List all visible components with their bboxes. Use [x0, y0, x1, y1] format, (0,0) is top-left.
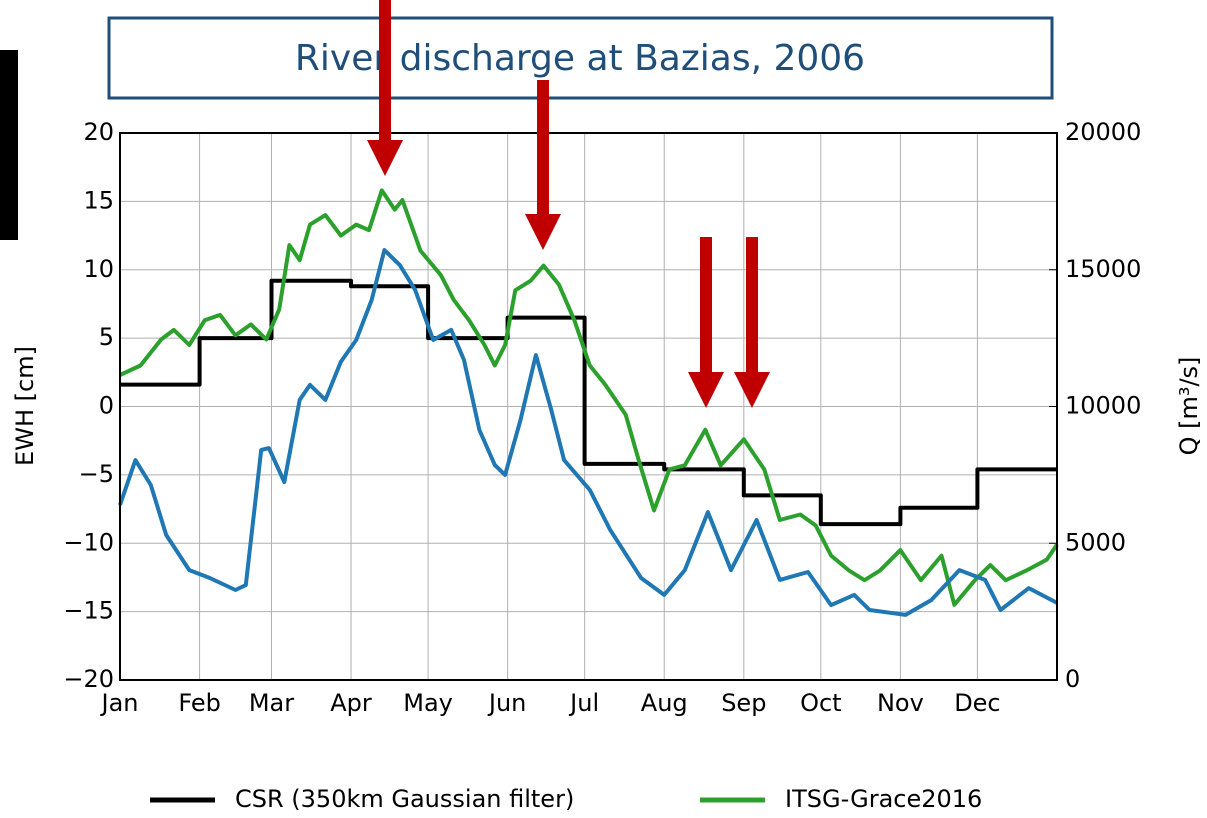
- y-tick-label: −15: [63, 597, 114, 625]
- x-tick-label: Jan: [100, 689, 139, 717]
- arrow: [379, 0, 391, 142]
- y-tick-label: 5: [99, 323, 114, 351]
- x-tick-label: Jun: [487, 689, 527, 717]
- x-tick-label: Nov: [877, 689, 924, 717]
- x-tick-label: Aug: [641, 689, 688, 717]
- x-tick-label: Dec: [954, 689, 1000, 717]
- y-tick-label: 0: [99, 392, 114, 420]
- series-line: [118, 248, 1058, 617]
- series-line: [120, 278, 1057, 527]
- y-axis-label: EWH [cm]: [11, 346, 39, 466]
- y-tick-label: −20: [63, 665, 114, 693]
- y-tick-label: 10: [83, 255, 114, 283]
- y-tick-label: −10: [63, 528, 114, 556]
- arrow: [537, 80, 549, 216]
- legend-label: CSR (350km Gaussian filter): [235, 785, 574, 813]
- plot-frame: [119, 132, 1058, 681]
- y-tick-label: 15: [83, 186, 114, 214]
- y2-tick-label: 20000: [1065, 118, 1141, 146]
- arrow: [367, 140, 403, 176]
- legend-label: ITSG-Grace2016: [785, 785, 982, 813]
- x-tick-label: May: [403, 689, 453, 717]
- y2-axis-label: Q [m³/s]: [1175, 357, 1203, 456]
- x-tick-label: Mar: [249, 689, 294, 717]
- x-tick-label: Sep: [721, 689, 766, 717]
- arrow: [746, 237, 758, 373]
- x-tick-label: Oct: [800, 689, 842, 717]
- y-tick-label: −5: [79, 460, 114, 488]
- arrow: [700, 237, 712, 373]
- title-box: [107, 16, 1054, 100]
- y2-tick-label: 0: [1065, 665, 1080, 693]
- x-tick-label: Jul: [568, 689, 599, 717]
- x-tick-label: Feb: [178, 689, 221, 717]
- y2-tick-label: 5000: [1065, 528, 1126, 556]
- arrow: [688, 372, 724, 408]
- series-line: [119, 188, 1059, 607]
- x-tick-label: Apr: [330, 689, 372, 717]
- arrow: [734, 372, 770, 408]
- arrows: [367, 0, 770, 408]
- arrow: [525, 214, 561, 250]
- cropped-image: [0, 50, 18, 240]
- y2-tick-label: 10000: [1065, 392, 1141, 420]
- y2-tick-label: 15000: [1065, 255, 1141, 283]
- y-tick-label: 20: [83, 118, 114, 146]
